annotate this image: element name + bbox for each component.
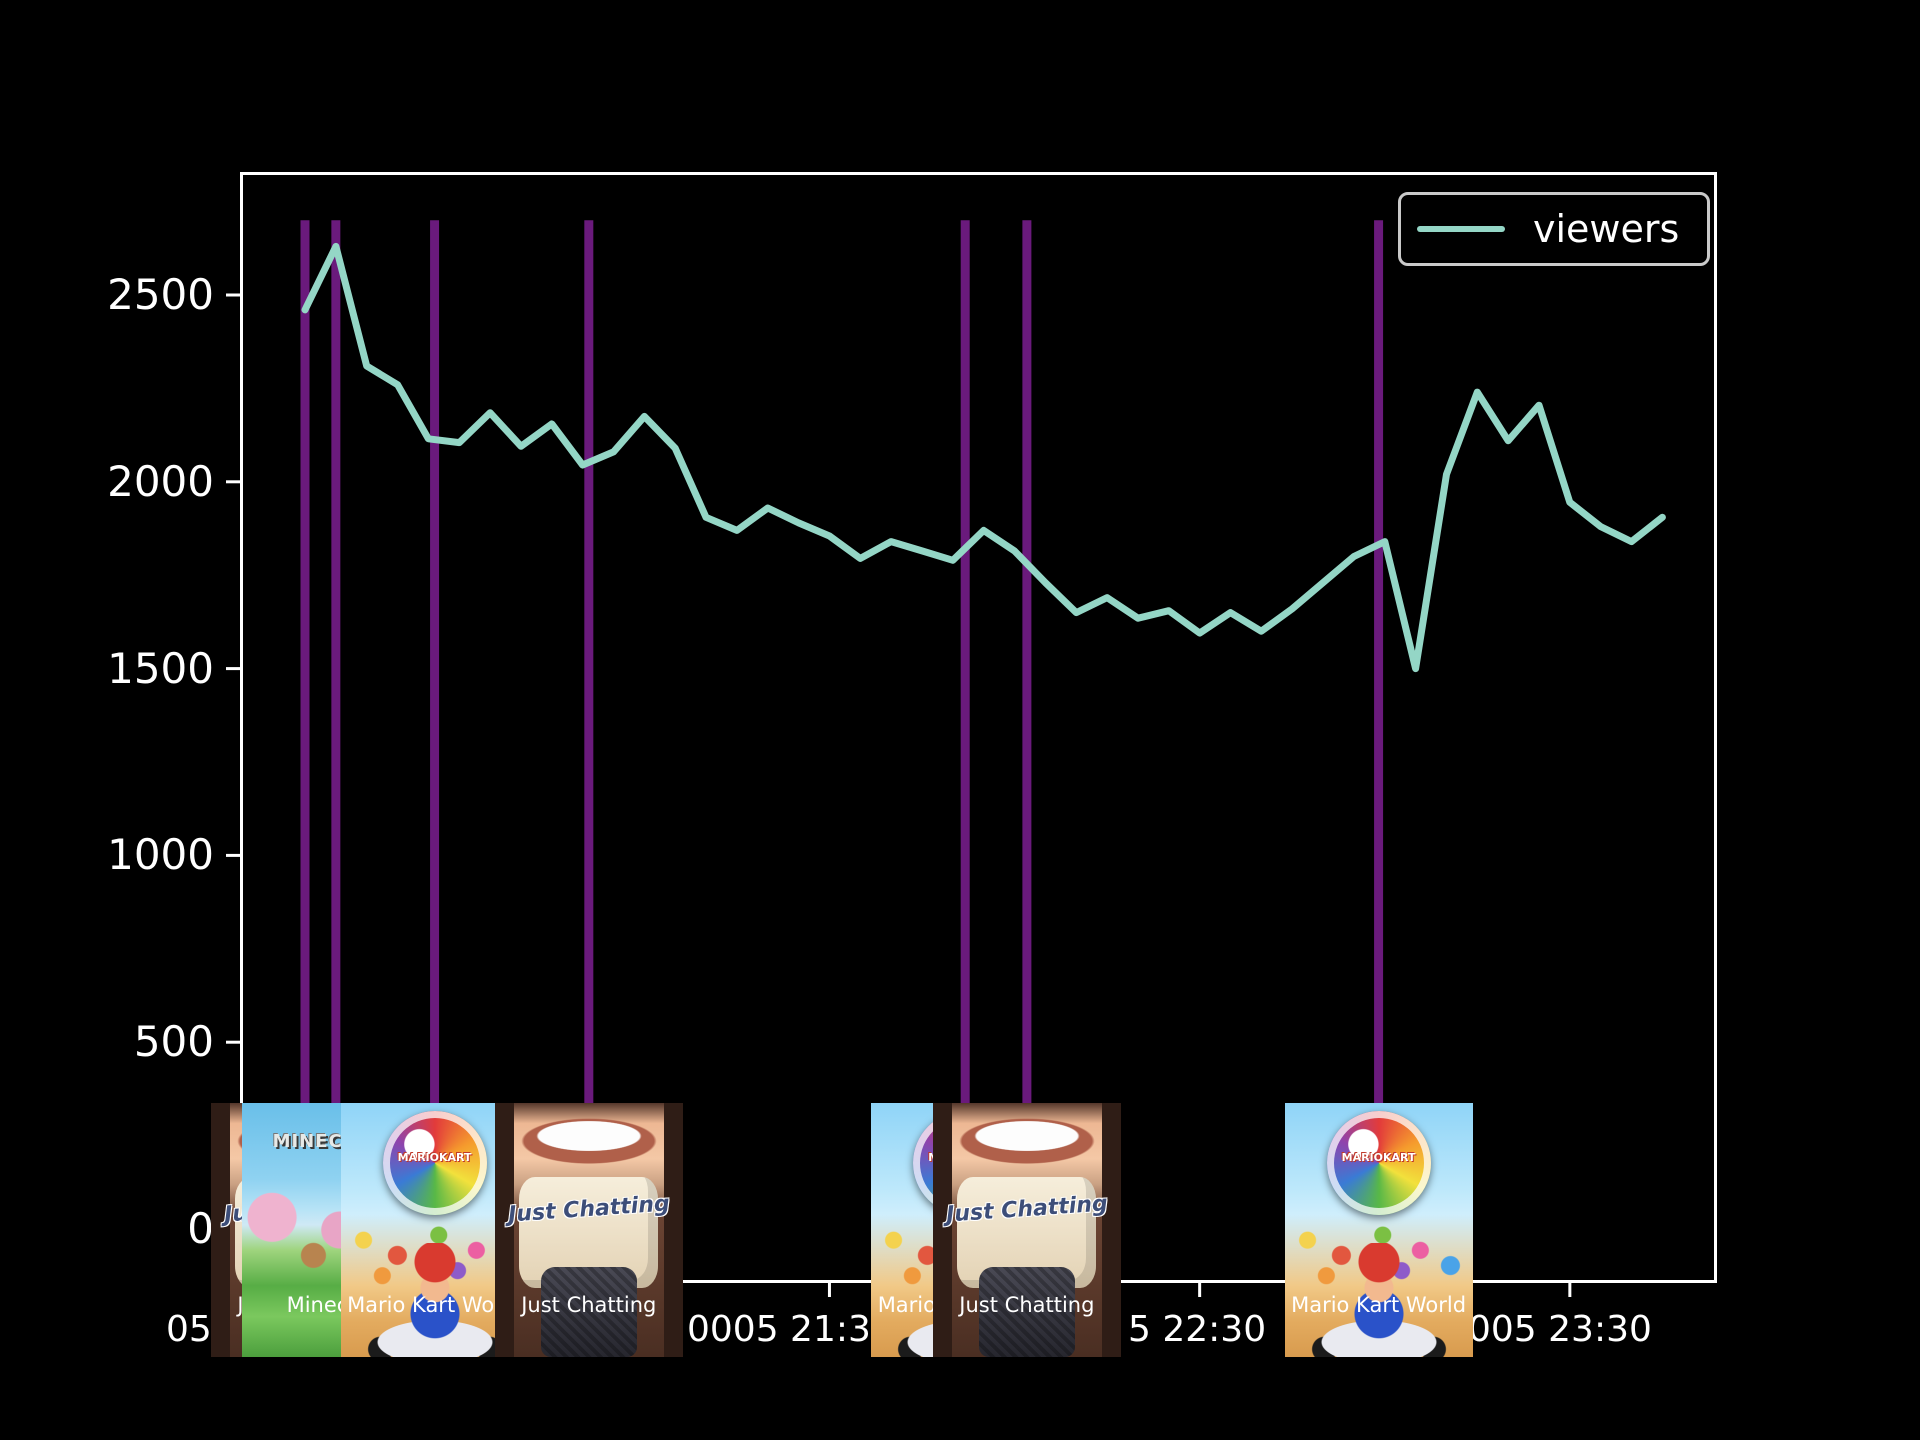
y-tick-label: 2000 xyxy=(107,456,214,506)
x-tick-label: 05 xyxy=(166,1309,212,1350)
legend-line-sample xyxy=(1417,226,1505,232)
y-tick-label: 2500 xyxy=(107,270,214,319)
viewers-line xyxy=(301,242,1666,673)
game-logo-text: MARIOKART xyxy=(1341,1151,1416,1164)
game-logo-text: MARIOKART xyxy=(397,1151,472,1164)
thumbnail-caption: Just Chatting xyxy=(521,1293,657,1317)
y-tick-label: 0 xyxy=(187,1204,214,1253)
game-thumbnail: MARIOKART Mario Kart World xyxy=(1284,1103,1473,1357)
legend-label: viewers xyxy=(1533,207,1680,251)
game-logo-text: Just Chatting xyxy=(945,1191,1109,1228)
y-tick-label: 1000 xyxy=(107,830,214,880)
x-tick-label: 0005 21:30 xyxy=(687,1309,894,1350)
x-tick-label: 5 22:30 xyxy=(1128,1309,1267,1350)
thumbnail-caption: Mario Kart World xyxy=(1291,1293,1467,1317)
legend: viewers xyxy=(1398,192,1710,266)
plot-area xyxy=(240,172,1717,1283)
game-thumbnail: Just Chatting Just Chatting xyxy=(494,1103,683,1357)
game-logo-text: Just Chatting xyxy=(507,1191,671,1228)
thumbnail-caption: Just Chatting xyxy=(959,1293,1095,1317)
thumbnail-caption: Mario Kart World xyxy=(347,1293,523,1317)
x-tick-label: 005 23:30 xyxy=(1468,1309,1652,1350)
y-tick-label: 1500 xyxy=(107,643,214,693)
game-thumbnail: Just Chatting Just Chatting xyxy=(932,1103,1121,1357)
y-tick-label: 500 xyxy=(133,1017,214,1067)
